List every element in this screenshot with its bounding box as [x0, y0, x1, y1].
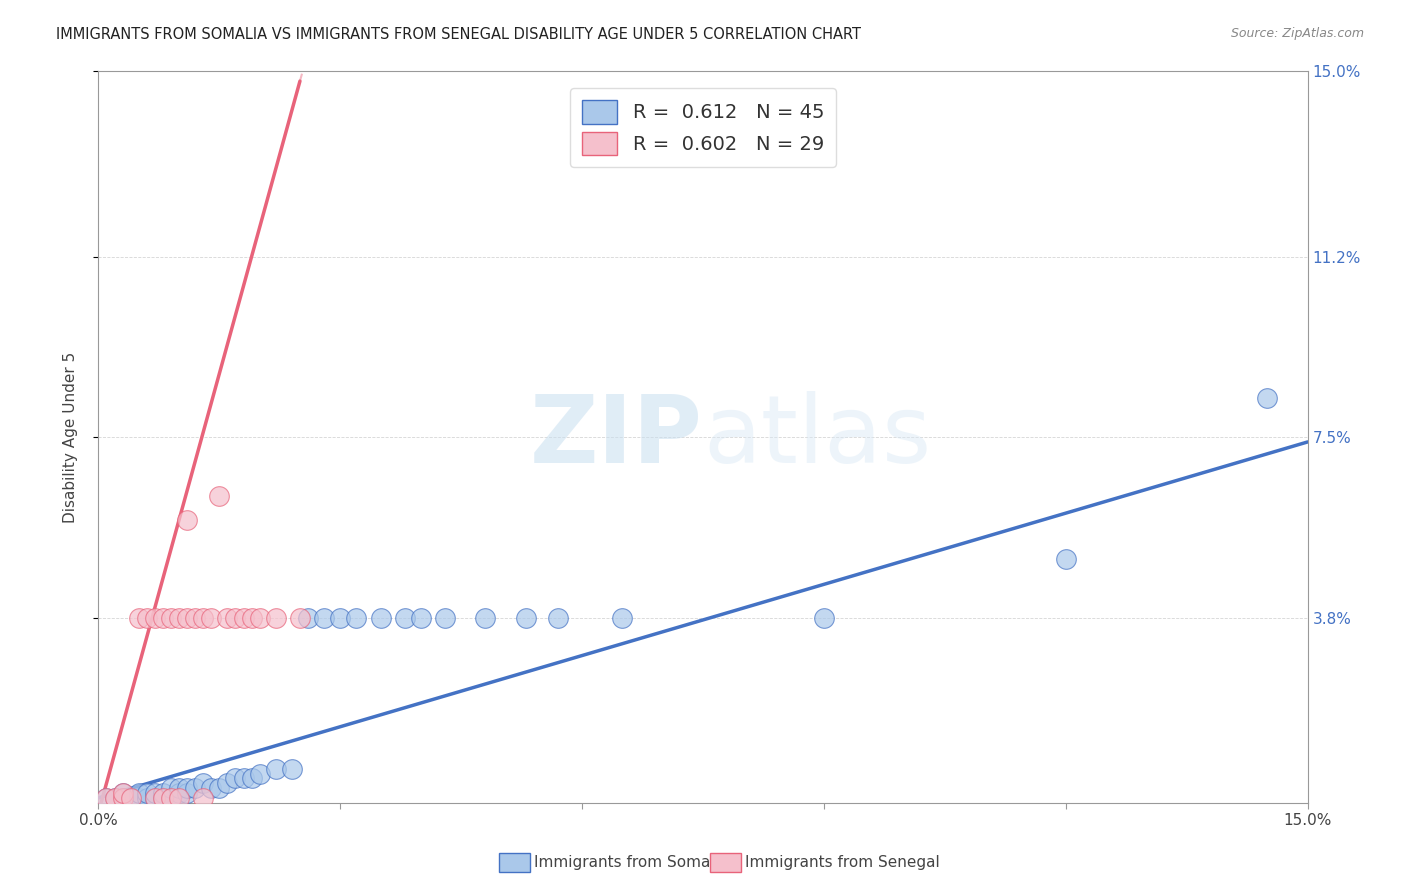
Point [217, 610, 239, 624]
Point [111, 791, 134, 805]
Point [297, 610, 319, 624]
Point [208, 781, 231, 796]
Text: ZIP: ZIP [530, 391, 703, 483]
Point [176, 781, 198, 796]
Point [184, 781, 207, 796]
Point [281, 762, 304, 776]
Point [184, 610, 207, 624]
Point [143, 786, 166, 800]
Point [264, 762, 287, 776]
Point [240, 610, 263, 624]
Point [232, 772, 254, 786]
Point [120, 791, 142, 805]
Point [167, 786, 190, 800]
Point [264, 610, 287, 624]
Point [409, 610, 432, 624]
Point [232, 610, 254, 624]
Point [200, 610, 222, 624]
Point [152, 791, 174, 805]
Point [167, 781, 190, 796]
Point [193, 610, 215, 624]
Point [612, 610, 634, 624]
Point [547, 610, 569, 624]
Point [200, 781, 222, 796]
Point [329, 610, 352, 624]
Point [515, 610, 537, 624]
Point [135, 786, 157, 800]
Point [344, 610, 367, 624]
Point [152, 791, 174, 805]
Point [143, 610, 166, 624]
Point [96, 791, 118, 805]
Point [120, 791, 142, 805]
Point [224, 772, 246, 786]
Point [370, 610, 392, 624]
Point [160, 610, 183, 624]
Point [135, 791, 157, 805]
Point [176, 610, 198, 624]
Point [176, 513, 198, 527]
Point [160, 781, 183, 796]
Point [111, 786, 134, 800]
Text: atlas: atlas [703, 391, 931, 483]
Point [167, 791, 190, 805]
Point [128, 791, 150, 805]
Point [135, 610, 157, 624]
Point [103, 791, 125, 805]
Point [160, 791, 183, 805]
Point [176, 786, 198, 800]
Point [1054, 552, 1077, 566]
Point [193, 776, 215, 790]
Point [813, 610, 835, 624]
Text: Source: ZipAtlas.com: Source: ZipAtlas.com [1230, 27, 1364, 40]
Point [314, 610, 336, 624]
Point [160, 791, 183, 805]
Point [103, 791, 125, 805]
Point [249, 766, 271, 780]
Point [143, 791, 166, 805]
Point [208, 489, 231, 503]
Point [152, 786, 174, 800]
Point [224, 610, 246, 624]
Point [434, 610, 457, 624]
Y-axis label: Disability Age Under 5: Disability Age Under 5 [63, 351, 77, 523]
Point [111, 786, 134, 800]
Point [249, 610, 271, 624]
Legend: R =  0.612   N = 45, R =  0.602   N = 29: R = 0.612 N = 45, R = 0.602 N = 29 [571, 88, 835, 167]
Point [193, 791, 215, 805]
Point [394, 610, 416, 624]
Point [240, 772, 263, 786]
Point [111, 791, 134, 805]
Point [1256, 391, 1278, 405]
Point [167, 610, 190, 624]
Point [474, 610, 496, 624]
Point [152, 610, 174, 624]
Text: Immigrants from Senegal: Immigrants from Senegal [745, 855, 941, 870]
Point [217, 776, 239, 790]
Text: IMMIGRANTS FROM SOMALIA VS IMMIGRANTS FROM SENEGAL DISABILITY AGE UNDER 5 CORREL: IMMIGRANTS FROM SOMALIA VS IMMIGRANTS FR… [56, 27, 862, 42]
Point [128, 786, 150, 800]
Point [96, 791, 118, 805]
Point [143, 791, 166, 805]
Point [288, 610, 311, 624]
Text: Immigrants from Somalia: Immigrants from Somalia [534, 855, 728, 870]
Point [128, 610, 150, 624]
